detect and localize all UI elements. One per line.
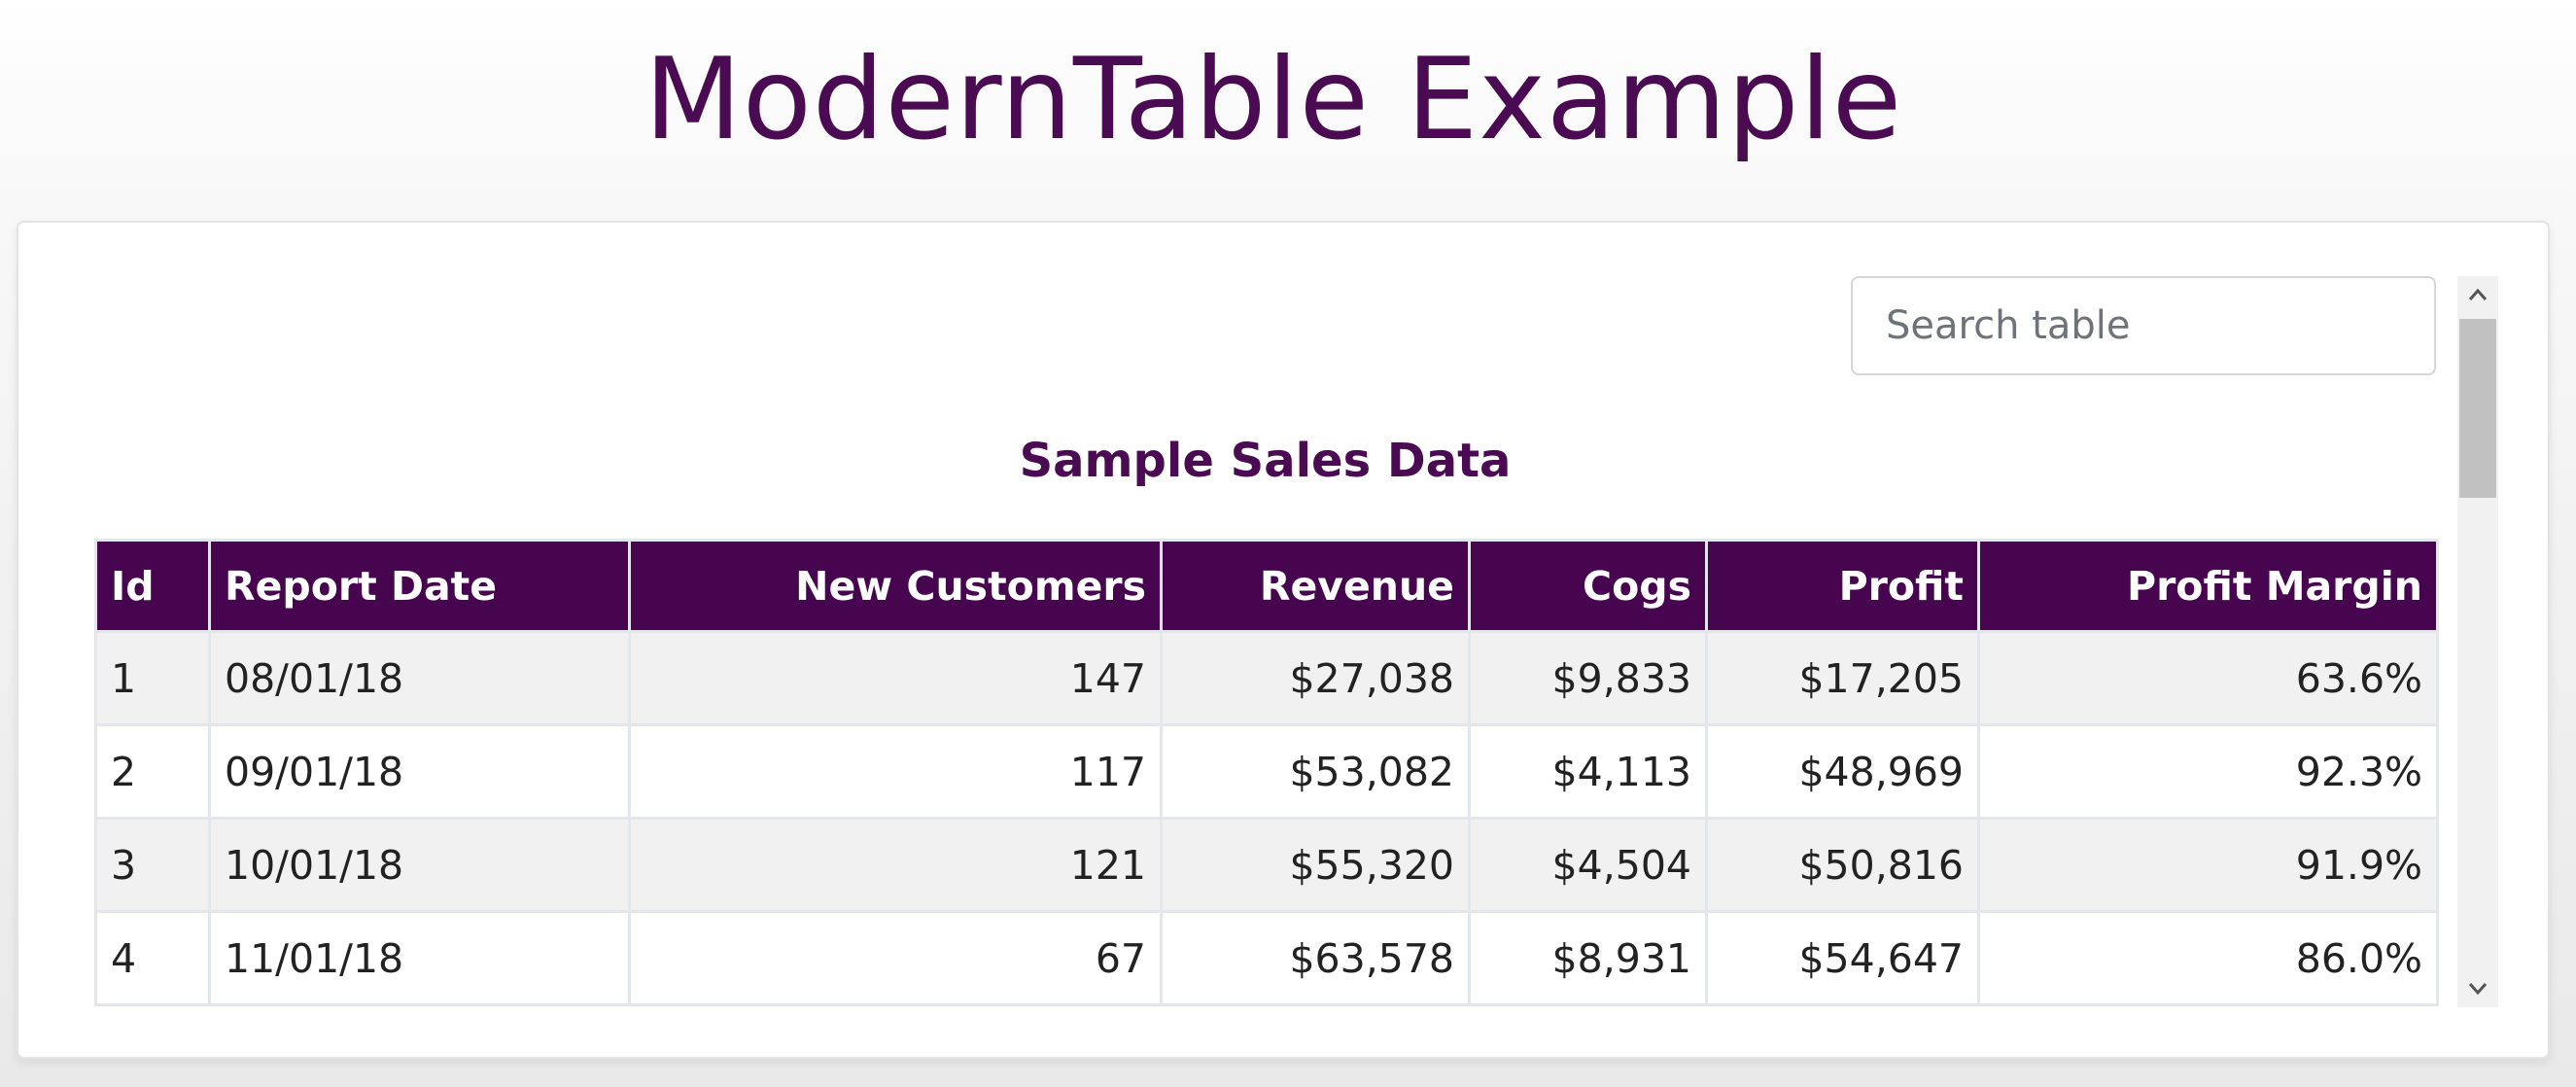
cell-id: 2 bbox=[94, 723, 211, 820]
column-header-cogs[interactable]: Cogs bbox=[1468, 539, 1708, 633]
vertical-scrollbar[interactable] bbox=[2457, 276, 2498, 1007]
page-title: ModernTable Example bbox=[644, 34, 1903, 165]
cell-profit: $50,816 bbox=[1705, 817, 1980, 913]
cell-profit: $17,205 bbox=[1705, 630, 1980, 726]
column-header-new-customers[interactable]: New Customers bbox=[628, 539, 1163, 633]
cell-profit-margin: 86.0% bbox=[1977, 910, 2439, 1006]
column-header-revenue[interactable]: Revenue bbox=[1160, 539, 1471, 633]
column-header-profit-margin[interactable]: Profit Margin bbox=[1977, 539, 2439, 633]
cell-profit: $54,647 bbox=[1705, 910, 1980, 1006]
cell-cogs: $8,931 bbox=[1468, 910, 1708, 1006]
cell-profit-margin: 92.3% bbox=[1977, 723, 2439, 820]
search-input[interactable] bbox=[1851, 276, 2436, 375]
cell-revenue: $63,578 bbox=[1160, 910, 1471, 1006]
cell-revenue: $27,038 bbox=[1160, 630, 1471, 726]
cell-profit-margin: 63.6% bbox=[1977, 630, 2439, 726]
table-row: 1 08/01/18 147 $27,038 $9,833 $17,205 63… bbox=[94, 630, 2439, 726]
cell-report-date: 11/01/18 bbox=[208, 910, 631, 1006]
table-row: 2 09/01/18 117 $53,082 $4,113 $48,969 92… bbox=[94, 723, 2439, 820]
cell-new-customers: 121 bbox=[628, 817, 1163, 913]
cell-id: 3 bbox=[94, 817, 211, 913]
column-header-report-date[interactable]: Report Date bbox=[208, 539, 631, 633]
cell-cogs: $4,113 bbox=[1468, 723, 1708, 820]
cell-report-date: 10/01/18 bbox=[208, 817, 631, 913]
sales-table: Id Report Date New Customers Revenue Cog… bbox=[94, 539, 2439, 1006]
cell-report-date: 08/01/18 bbox=[208, 630, 631, 726]
chevron-up-icon[interactable] bbox=[2457, 276, 2498, 313]
cell-profit-margin: 91.9% bbox=[1977, 817, 2439, 913]
table-row: 3 10/01/18 121 $55,320 $4,504 $50,816 91… bbox=[94, 817, 2439, 913]
cell-revenue: $53,082 bbox=[1160, 723, 1471, 820]
header-row: Id Report Date New Customers Revenue Cog… bbox=[94, 539, 2439, 633]
cell-new-customers: 147 bbox=[628, 630, 1163, 726]
cell-id: 4 bbox=[94, 910, 211, 1006]
cell-cogs: $4,504 bbox=[1468, 817, 1708, 913]
cell-new-customers: 67 bbox=[628, 910, 1163, 1006]
table-card: Sample Sales Data Id Report Date New Cus… bbox=[17, 221, 2550, 1059]
cell-id: 1 bbox=[94, 630, 211, 726]
table-caption: Sample Sales Data bbox=[1019, 434, 1512, 488]
column-header-profit[interactable]: Profit bbox=[1705, 539, 1980, 633]
chevron-down-icon[interactable] bbox=[2457, 970, 2498, 1007]
cell-new-customers: 117 bbox=[628, 723, 1163, 820]
column-header-id[interactable]: Id bbox=[94, 539, 211, 633]
cell-profit: $48,969 bbox=[1705, 723, 1980, 820]
table-row: 4 11/01/18 67 $63,578 $8,931 $54,647 86.… bbox=[94, 910, 2439, 1006]
scrollbar-thumb[interactable] bbox=[2459, 319, 2496, 498]
cell-report-date: 09/01/18 bbox=[208, 723, 631, 820]
cell-cogs: $9,833 bbox=[1468, 630, 1708, 726]
cell-revenue: $55,320 bbox=[1160, 817, 1471, 913]
